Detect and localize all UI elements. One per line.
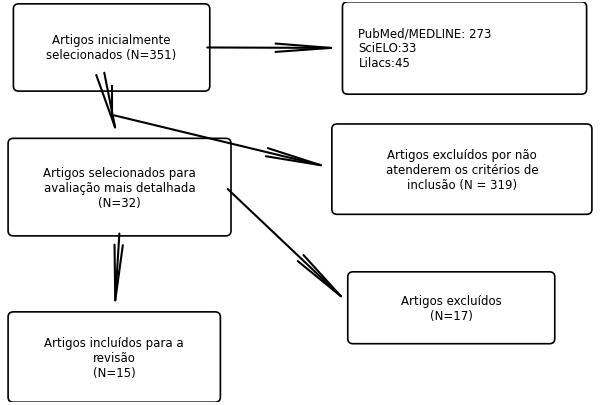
FancyBboxPatch shape — [343, 3, 587, 95]
Text: Artigos selecionados para
avaliação mais detalhada
(N=32): Artigos selecionados para avaliação mais… — [43, 166, 196, 209]
FancyBboxPatch shape — [332, 125, 592, 215]
FancyBboxPatch shape — [8, 139, 231, 236]
FancyBboxPatch shape — [348, 272, 555, 344]
Text: Artigos excluídos
(N=17): Artigos excluídos (N=17) — [401, 294, 502, 322]
Text: PubMed/MEDLINE: 273
SciELO:33
Lilacs:45: PubMed/MEDLINE: 273 SciELO:33 Lilacs:45 — [358, 28, 492, 70]
Text: Artigos incluídos para a
revisão
(N=15): Artigos incluídos para a revisão (N=15) — [44, 336, 184, 379]
FancyBboxPatch shape — [8, 312, 220, 402]
Text: Artigos inicialmente
selecionados (N=351): Artigos inicialmente selecionados (N=351… — [46, 34, 177, 62]
FancyBboxPatch shape — [13, 5, 210, 92]
Text: Artigos excluídos por não
atenderem os critérios de
inclusão (N = 319): Artigos excluídos por não atenderem os c… — [386, 148, 538, 191]
